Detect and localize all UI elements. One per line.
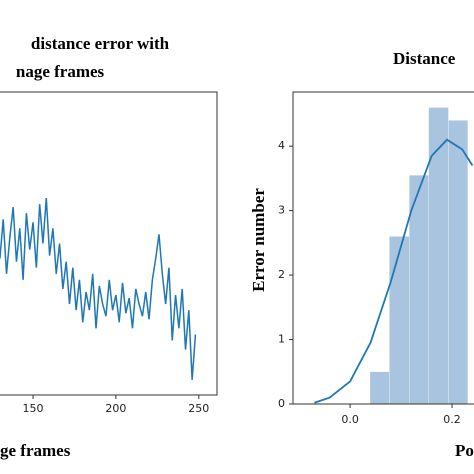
y-tick-label: 3 [278, 204, 285, 217]
y-tick-label: 4 [278, 139, 285, 152]
plot-frame [0, 91, 218, 396]
x-tick-label: 0.2 [443, 413, 461, 426]
x-tick-label: 150 [23, 402, 44, 415]
histogram-bar [448, 120, 468, 405]
histogram-bar [428, 107, 449, 405]
chart-title: nage frames [16, 62, 105, 81]
histogram-bar [369, 371, 390, 405]
y-tick-label: 1 [278, 333, 285, 346]
kde-line [314, 138, 474, 404]
y-tick-label: 0 [278, 397, 285, 410]
x-tick-label: 250 [188, 402, 209, 415]
x-tick-label: 200 [105, 402, 126, 415]
chart-title: distance error with [31, 34, 170, 53]
data-line [0, 197, 197, 380]
x-axis-label: Po [455, 441, 474, 460]
chart-title: Distance [393, 49, 456, 68]
histogram-bar [389, 236, 410, 405]
y-axis-label: Error number [249, 188, 268, 292]
x-tick-label: 0.0 [341, 413, 359, 426]
y-tick-label: 2 [278, 268, 285, 281]
x-axis-label: ge frames [0, 441, 71, 460]
plot-frame [292, 91, 474, 405]
